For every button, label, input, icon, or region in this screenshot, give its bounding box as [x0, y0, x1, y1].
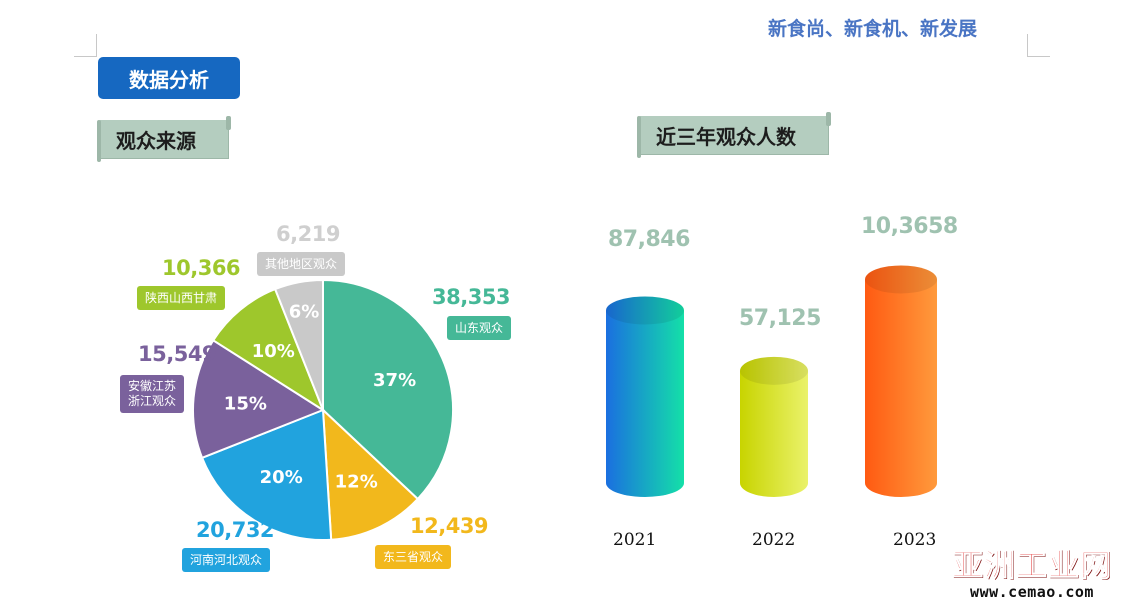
- callout-label: 其他地区观众: [257, 252, 346, 276]
- callout-value: 12,439: [410, 514, 489, 538]
- pie-slice-2: [200, 408, 333, 541]
- x-tick-label: 2021: [613, 530, 657, 550]
- callout-label: 陕西山西甘肃: [137, 286, 226, 310]
- cylinder-top-2022: [740, 356, 808, 385]
- watermark-url: www.cemao.com: [970, 583, 1094, 601]
- x-tick-label: 2022: [752, 530, 796, 550]
- audience-source-tag: 观众来源: [97, 116, 231, 162]
- callout-value: 38,353: [432, 285, 511, 309]
- pie-percent-label: 37%: [373, 370, 416, 391]
- cylinder-bar-2023: [865, 279, 937, 497]
- yearly-audience-tag: 近三年观众人数: [637, 112, 831, 158]
- header-title: 新食尚、新食机、新发展: [768, 18, 978, 40]
- cylinder-bar-2022: [740, 370, 808, 497]
- callout-label: 东三省观众: [375, 545, 452, 569]
- watermark-logo-text: 亚洲工业网: [952, 548, 1112, 585]
- cylinder-top-2021: [606, 296, 684, 325]
- cylinder-top-2023: [865, 265, 937, 294]
- callout-value: 20,732: [196, 518, 275, 542]
- pie-slice-3: [192, 338, 326, 460]
- bar-value-label: 57,125: [739, 306, 821, 331]
- callout-value: 15,549: [138, 342, 217, 366]
- callout-label: 山东观众: [447, 316, 512, 340]
- pie-slice-5: [273, 278, 324, 411]
- pie-percent-label: 15%: [224, 394, 267, 415]
- callout-label: 安徽江苏 浙江观众: [120, 375, 185, 413]
- cylinder-bar-2021: [606, 310, 684, 497]
- pie-percent-label: 20%: [260, 467, 303, 488]
- site-watermark: 亚洲工业网 www.cemao.com: [944, 540, 1120, 604]
- bar-value-label: 87,846: [608, 227, 690, 252]
- pie-slice-4: [211, 287, 326, 413]
- crop-mark-left: [74, 34, 97, 57]
- pie-percent-label: 10%: [252, 341, 295, 362]
- section-badge: 数据分析: [98, 57, 240, 99]
- pie-percent-label: 12%: [335, 472, 378, 493]
- pie-percent-label: 6%: [289, 301, 320, 322]
- bar-value-label: 10,3658: [861, 214, 958, 239]
- crop-mark-right: [1027, 34, 1050, 57]
- callout-value: 6,219: [276, 222, 340, 246]
- pie-slice-1: [321, 407, 420, 541]
- x-tick-label: 2023: [893, 530, 937, 550]
- callout-value: 10,366: [162, 256, 241, 280]
- pie-slice-0: [322, 278, 454, 501]
- callout-label: 河南河北观众: [182, 548, 271, 572]
